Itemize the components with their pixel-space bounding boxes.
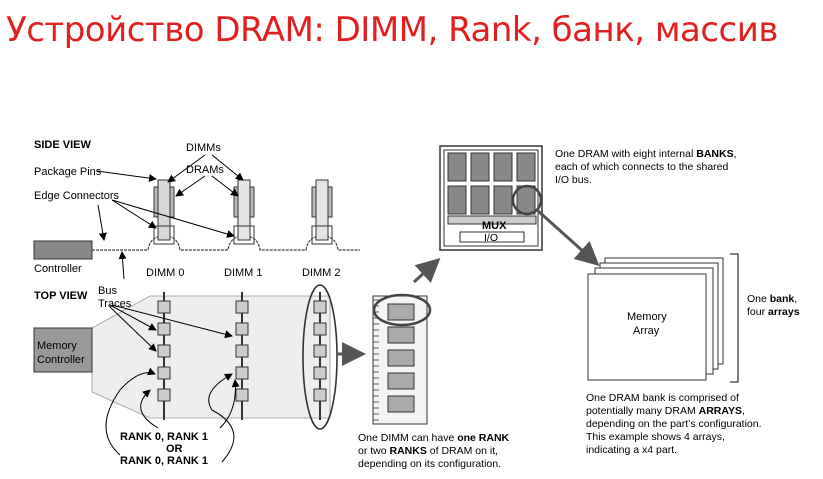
- memory-controller-box: [33, 327, 93, 373]
- edge-connectors-label: Edge Connectors: [34, 190, 119, 202]
- dimm-0-top: [157, 292, 171, 420]
- memory-controller-label-1: Memory: [37, 340, 77, 352]
- rank-line-2: RANK 0, RANK 1: [120, 455, 208, 467]
- rank-line-or: OR: [166, 443, 183, 455]
- dimm-2-top: [313, 292, 327, 420]
- dimm-zoomed: [372, 257, 441, 425]
- dimm-note-line-1: One DIMM can have one RANK: [358, 432, 510, 444]
- slide-title: Устройство DRAM: DIMM, Rank, банк, масси…: [6, 10, 778, 50]
- memory-controller-label-2: Controller: [37, 354, 85, 366]
- memory-bank: Memory Array: [587, 253, 739, 383]
- dimm-2-highlight: [302, 284, 338, 430]
- io-label: I/O: [484, 232, 498, 244]
- dimm-2-side: [311, 179, 333, 245]
- package-pins-label: Package Pins: [34, 166, 102, 178]
- bus-label: Bus: [98, 285, 117, 297]
- bank-note-line-2: potentially many DRAM ARRAYS,: [586, 405, 745, 417]
- dimm-note-line-2: or two RANKS of DRAM on it,: [358, 445, 498, 457]
- dimm-note-line-3: depending on its configuration.: [358, 458, 501, 470]
- memory-array-box: [587, 273, 707, 381]
- bank-note-line-3: depending on the part’s configuration.: [586, 418, 762, 430]
- rank-line-1: RANK 0, RANK 1: [120, 431, 208, 443]
- bank-side-line-2: four arrays: [747, 306, 800, 318]
- dimm-1-top: [235, 292, 249, 420]
- dram-note-line-3: I/O bus.: [555, 174, 592, 186]
- traces-label: Traces: [98, 298, 132, 310]
- dimm-1-label: DIMM 1: [224, 267, 263, 279]
- side-view-heading: SIDE VIEW: [34, 139, 91, 151]
- dram-chip: MUX I/O: [439, 145, 600, 267]
- dimm-0-side: [153, 179, 175, 245]
- dimms-label: DIMMs: [186, 142, 221, 154]
- dimm-2-label: DIMM 2: [302, 267, 341, 279]
- controller-label: Controller: [34, 263, 82, 275]
- drams-label: DRAMs: [186, 164, 224, 176]
- controller-box: [33, 240, 93, 260]
- dimm-0-label: DIMM 0: [146, 267, 185, 279]
- mux-label: MUX: [482, 220, 507, 232]
- side-view: SIDE VIEW Package Pins Edge Connectors D…: [33, 139, 360, 280]
- bank-side-line-1: One bank,: [747, 293, 797, 305]
- dram-note-line-2: each of which connects to the shared: [555, 161, 729, 173]
- dram-note-line-1: One DRAM with eight internal BANKS,: [555, 148, 737, 160]
- memory-array-label-2: Array: [633, 325, 660, 337]
- memory-array-label-1: Memory: [627, 311, 667, 323]
- bank-note-line-1: One DRAM bank is comprised of: [586, 392, 739, 404]
- bank-note-line-5: indicating a x4 part.: [586, 444, 677, 456]
- top-view-heading: TOP VIEW: [34, 290, 88, 302]
- dimm-1-side: [233, 179, 255, 245]
- top-view: TOP VIEW Bus Traces Memory Controller: [33, 284, 366, 467]
- bank-note-line-4: This example shows 4 arrays,: [586, 431, 725, 443]
